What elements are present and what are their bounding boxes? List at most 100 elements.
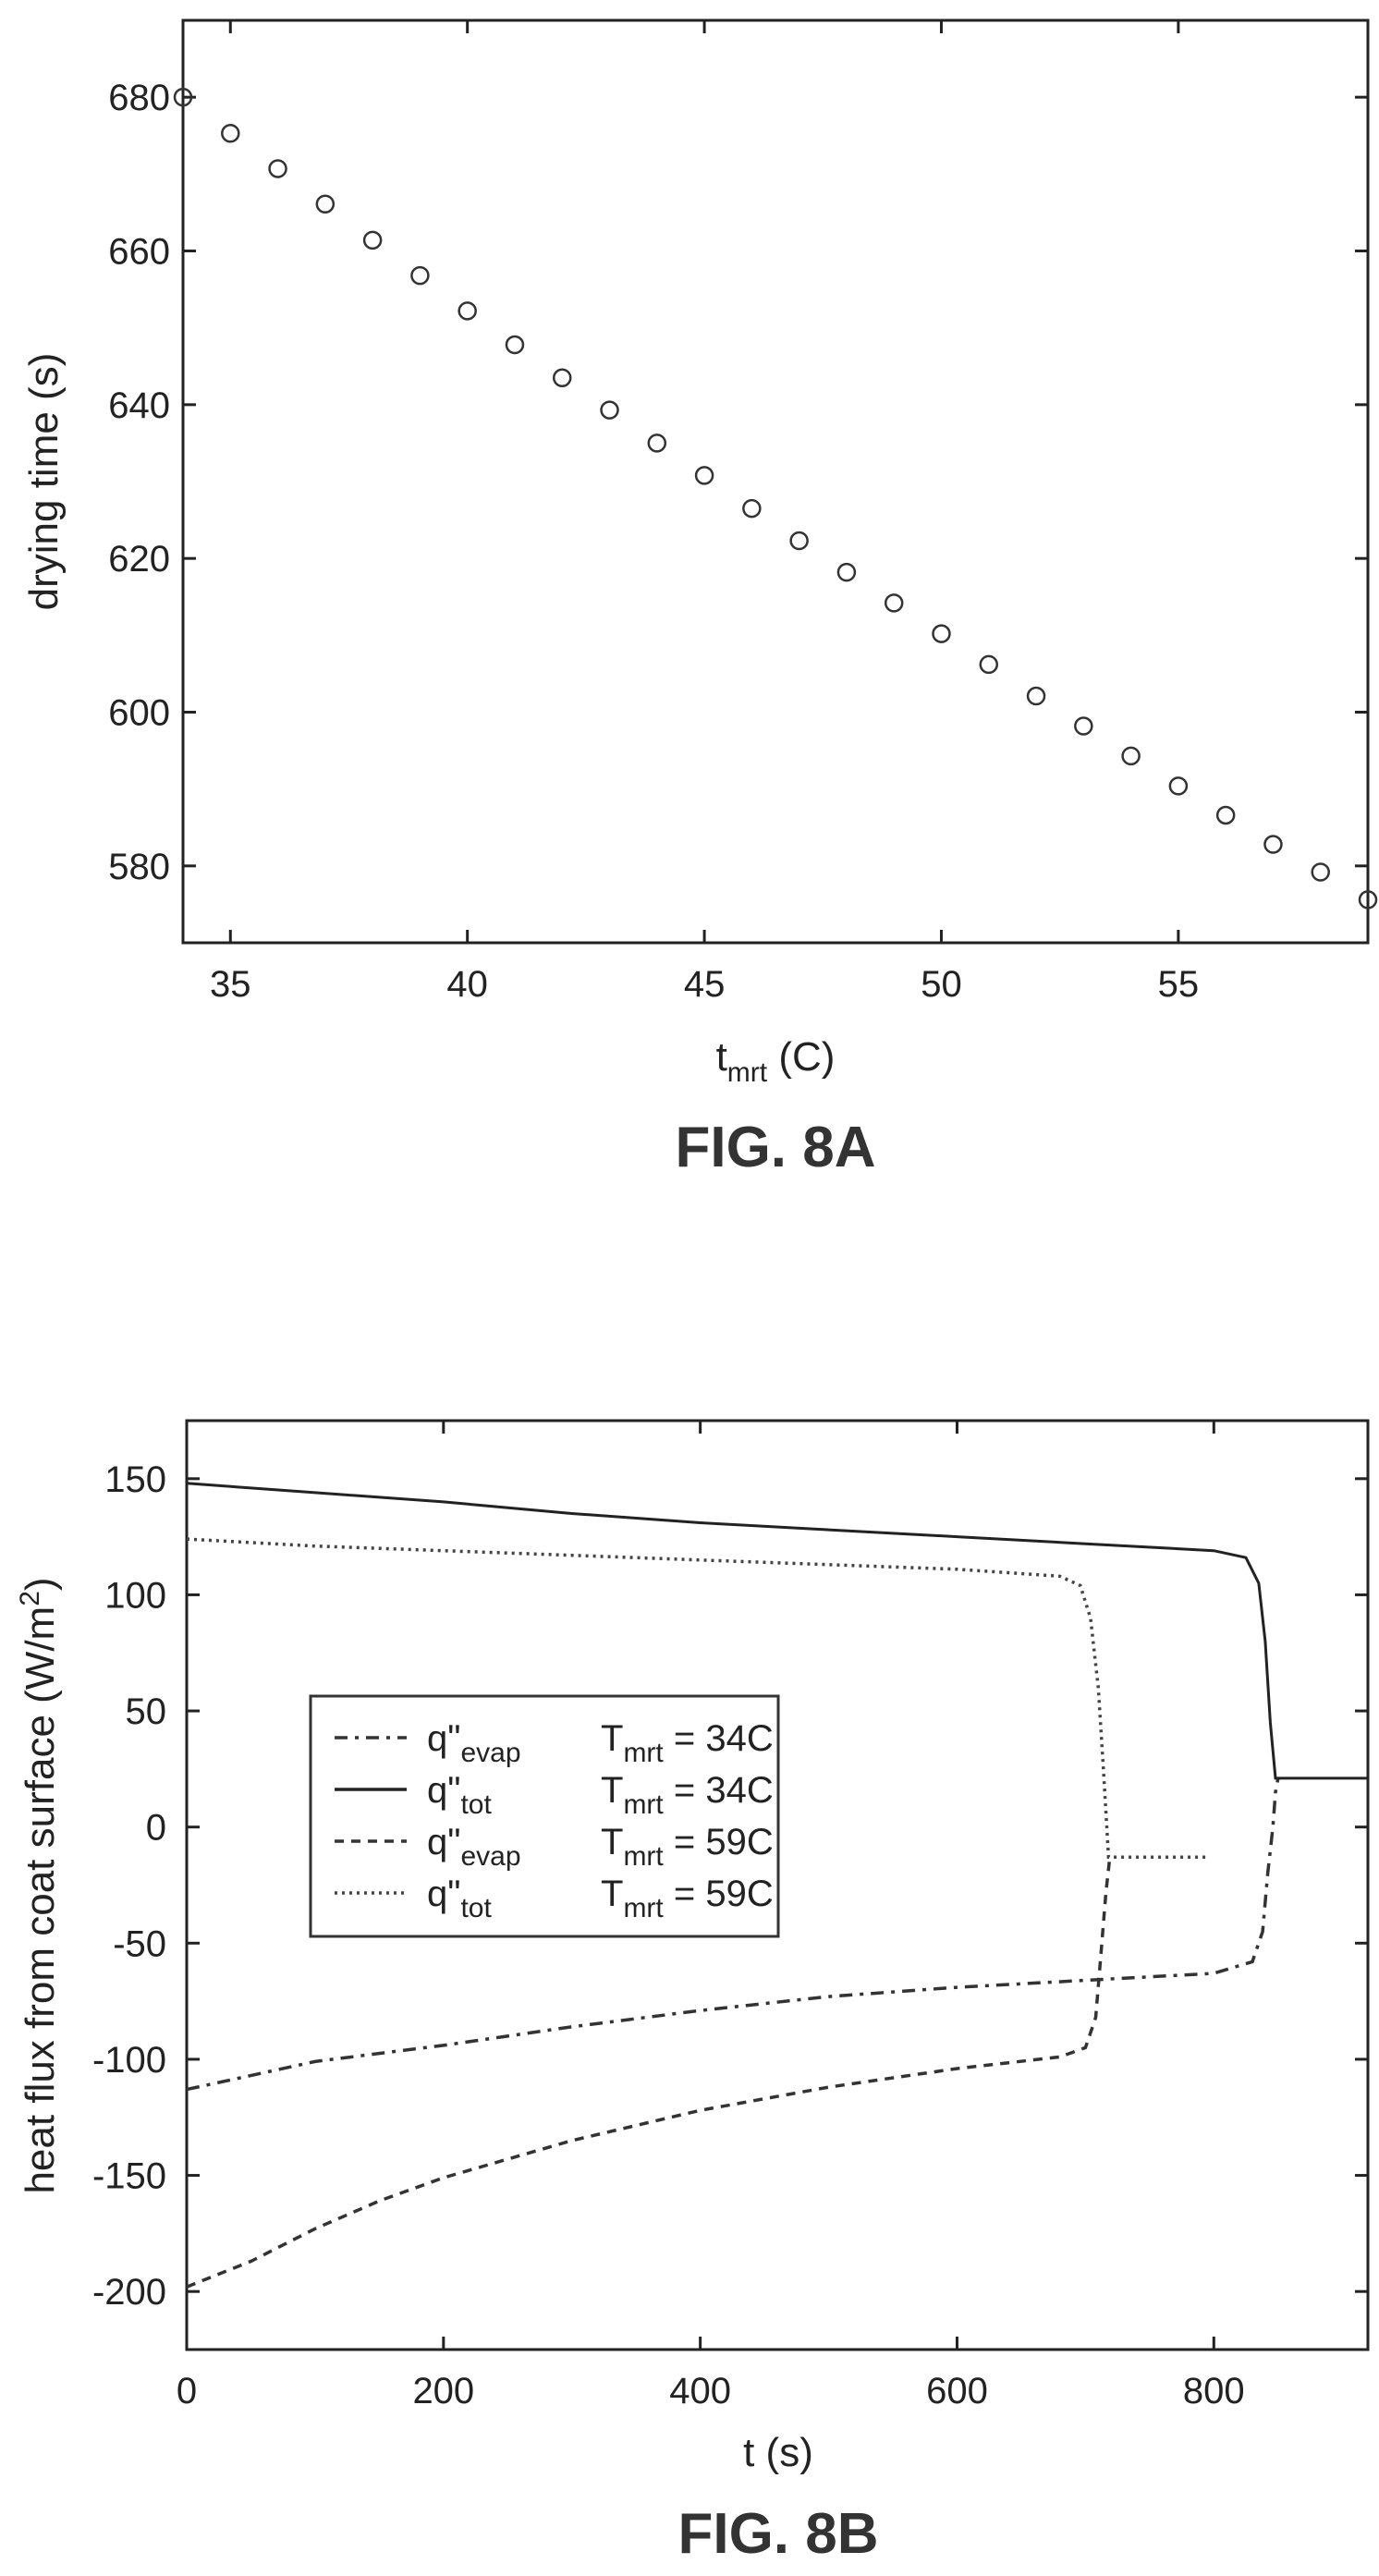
legend-t-value: = 59C: [664, 1822, 774, 1862]
legend-q-subscript: tot: [460, 1789, 492, 1820]
figure-label-8a: FIG. 8A: [675, 1116, 875, 1179]
chart-8b-x-tick-label: 200: [412, 2371, 474, 2411]
chart-8b-y-ticks: 150 100 50 0 -50 -100 -150 -200: [92, 1459, 1368, 2313]
figure-label-8b: FIG. 8B: [677, 2502, 878, 2566]
chart-8a-point: [268, 159, 287, 178]
chart-8a-point: [1121, 746, 1141, 766]
chart-8a-y-tick-label: 680: [108, 78, 170, 118]
chart-8a: 580 600 620 640 660 680 35 40 45 50 55 drying tim…: [21, 18, 1378, 1179]
chart-8b-series-line-4: [186, 1537, 1208, 1860]
chart-8a-point: [1026, 686, 1046, 706]
legend-q: q": [427, 1718, 460, 1759]
chart-8a-point: [1311, 862, 1330, 882]
legend-entry-4: q"tot: [427, 1874, 492, 1923]
chart-8a-point: [1074, 716, 1093, 736]
legend-t-value: = 34C: [664, 1718, 774, 1759]
chart-8b-x-tick-label: 600: [926, 2371, 988, 2411]
chart-8b-y-tick-label: 100: [104, 1575, 166, 1616]
legend-temp-1: Tmrt = 34C: [601, 1718, 774, 1768]
chart-8b-frame: [185, 1419, 1370, 2351]
legend-t-value: = 34C: [664, 1770, 774, 1811]
legend-t-subscript: mrt: [623, 1738, 664, 1768]
chart-8a-point: [552, 368, 572, 387]
chart-8a-point: [362, 230, 383, 250]
legend-q-subscript: evap: [460, 1738, 520, 1768]
chart-8b-y-tick-label: 50: [126, 1691, 167, 1732]
chart-8a-points: [173, 87, 1378, 910]
chart-8b-x-tick-label: 800: [1183, 2371, 1245, 2411]
chart-8a-y-ticks: 580 600 620 640 660 680: [108, 78, 1368, 887]
chart-8b-series-lines: [186, 1482, 1368, 2289]
chart-8a-point: [1215, 805, 1236, 825]
chart-8b-series-line-1: [186, 1777, 1280, 2092]
chart-8a-point: [836, 562, 857, 582]
chart-8a-y-tick-label: 640: [108, 385, 170, 426]
chart-8a-x-tick-label: 35: [210, 964, 251, 1005]
chart-8b-y-tick-label: 0: [146, 1808, 166, 1849]
chart-8a-frame: [181, 18, 1370, 945]
chart-8b-x-tick-label: 400: [669, 2371, 731, 2411]
legend-temp-3: Tmrt = 59C: [601, 1822, 774, 1872]
legend-t-value: = 59C: [664, 1874, 774, 1914]
chart-8a-point: [647, 433, 667, 453]
legend-t-subscript: mrt: [623, 1789, 664, 1820]
legend-t: T: [601, 1770, 623, 1811]
legend-t-subscript: mrt: [623, 1893, 664, 1923]
chart-8a-y-tick-label: 660: [108, 232, 170, 273]
chart-8a-point: [742, 498, 762, 519]
legend-entry-2: q"tot: [427, 1770, 492, 1820]
chart-8a-point: [1168, 776, 1189, 796]
chart-8a-x-tick-label: 40: [446, 964, 488, 1005]
chart-8a-x-tick-label: 45: [684, 964, 726, 1005]
chart-8b-x-tick-label: 0: [177, 2371, 197, 2411]
chart-8a-point: [410, 265, 430, 286]
legend-q: q": [427, 1874, 460, 1914]
legend-entry-1: q"evap: [427, 1718, 521, 1768]
chart-8a-x-axis-label: tmrt (C): [716, 1034, 836, 1088]
chart-8a-point: [932, 624, 951, 643]
chart-8a-y-tick-label: 600: [108, 693, 170, 734]
legend-t: T: [601, 1718, 623, 1759]
chart-8a-x-tick-label: 50: [921, 964, 962, 1005]
chart-8a-point: [173, 87, 193, 107]
chart-8a-x-label-subscript: mrt: [727, 1057, 768, 1088]
chart-8b-y-tick-label: -150: [92, 2156, 166, 2197]
chart-8a-point: [1358, 890, 1378, 910]
legend-q: q": [427, 1822, 460, 1862]
chart-8b-x-axis-label: t (s): [743, 2430, 813, 2475]
chart-8a-y-tick-label: 580: [108, 847, 170, 887]
chart-8a-y-tick-label: 620: [108, 539, 170, 580]
chart-8a-point: [315, 194, 336, 214]
chart-8a-point: [221, 124, 240, 143]
chart-8a-point: [505, 335, 525, 355]
legend-t: T: [601, 1822, 623, 1862]
chart-8b-y-label-close: ): [18, 1577, 63, 1591]
chart-8b: 150 100 50 0 -50 -100 -150 -200 0 200 400 600 800 h…: [15, 1419, 1370, 2566]
chart-8b-y-tick-label: -50: [113, 1923, 166, 1964]
chart-8b-y-label-text: heat flux from coat surface (W/m: [18, 1606, 63, 2194]
legend-q-subscript: evap: [460, 1841, 520, 1872]
chart-8a-point: [1263, 835, 1283, 854]
chart-8b-y-axis-label: heat flux from coat surface (W/m2): [15, 1577, 63, 2193]
chart-8a-x-tick-label: 55: [1158, 964, 1200, 1005]
chart-8a-point: [884, 593, 904, 613]
chart-8a-point: [458, 301, 477, 321]
legend-q-subscript: tot: [460, 1893, 492, 1923]
legend-entry-3: q"evap: [427, 1822, 521, 1872]
chart-8b-y-tick-label: 150: [104, 1459, 166, 1500]
chart-8b-y-label-superscript: 2: [15, 1591, 45, 1606]
chart-8a-point: [789, 531, 809, 551]
chart-8a-y-axis-label: drying time (s): [21, 353, 67, 611]
chart-8a-point: [600, 400, 619, 420]
legend-t: T: [601, 1874, 623, 1914]
legend-temp-4: Tmrt = 59C: [601, 1874, 774, 1923]
chart-8a-point: [979, 654, 999, 675]
chart-8a-point: [694, 466, 714, 485]
legend-q: q": [427, 1770, 460, 1811]
chart-8a-x-label-base: t: [716, 1034, 727, 1080]
chart-8a-x-ticks: 35 40 45 50 55: [210, 20, 1199, 1005]
chart-8b-series-line-2: [186, 1482, 1368, 1780]
chart-8b-x-ticks: 0 200 400 600 800: [177, 1421, 1245, 2411]
